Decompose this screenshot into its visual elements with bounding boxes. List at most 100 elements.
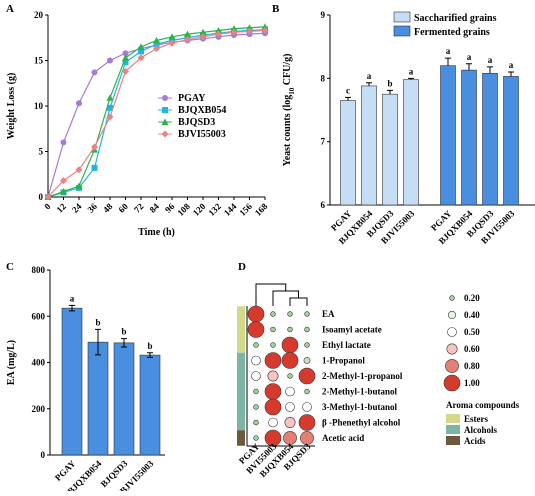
row-label: β -Phenethyl alcohol: [322, 418, 401, 428]
row-label: 2-Methyl-1-butanol: [322, 387, 397, 397]
bubble: [267, 370, 279, 382]
bar: [503, 76, 519, 206]
x-tick-label: 48: [101, 201, 115, 215]
panel-label: A: [6, 3, 14, 15]
group-legend-swatch: [446, 414, 460, 423]
row-label: Isoamyl acetate: [322, 325, 382, 335]
bubble: [285, 386, 295, 397]
x-tick-label: 72: [132, 201, 146, 215]
size-legend-label: 0.50: [464, 327, 480, 337]
marker: [76, 100, 82, 107]
bar: [482, 72, 498, 206]
marker: [138, 48, 144, 55]
marker: [215, 26, 222, 34]
row-label: 2-Methyl-1-propanol: [322, 371, 403, 381]
x-tick-label: 60: [116, 201, 130, 215]
legend-label: BJQXB054: [178, 105, 226, 116]
group-bar: [237, 352, 245, 431]
bubble: [253, 435, 259, 441]
y-tick-label: 0: [41, 450, 46, 460]
bar: [361, 85, 377, 206]
size-legend-label: 0.60: [464, 344, 480, 354]
significance-letter: a: [467, 52, 472, 62]
error-bar: [387, 89, 393, 95]
marker: [184, 30, 191, 38]
bubble: [251, 355, 261, 366]
marker: [107, 104, 113, 111]
marker: [75, 166, 83, 174]
error-bar: [508, 71, 514, 77]
error-bar: [95, 328, 101, 356]
marker: [168, 33, 176, 40]
marker: [199, 28, 207, 36]
marker: [230, 28, 238, 36]
error-bar: [408, 77, 414, 80]
marker: [106, 113, 114, 121]
legend-label: PGAY: [178, 93, 206, 104]
marker: [91, 164, 98, 171]
bubble: [264, 383, 282, 400]
dendrogram: [255, 283, 308, 306]
legend-label: Saccharified grains: [414, 13, 497, 24]
marker: [122, 59, 129, 66]
bar: [87, 341, 109, 456]
size-legend-bubble: [447, 327, 457, 337]
panel-label: B: [272, 3, 280, 15]
y-axis-label-part: 10: [288, 87, 296, 95]
x-tick-label: 24: [70, 201, 84, 215]
y-axis-label-part: CFU/g): [282, 54, 293, 88]
marker: [60, 177, 67, 185]
group-bar: [237, 430, 245, 446]
marker: [261, 23, 269, 30]
significance-letter: a: [488, 55, 493, 65]
marker: [230, 25, 238, 32]
bar: [461, 69, 477, 206]
bubble: [270, 311, 276, 317]
bubble: [303, 357, 311, 364]
bubble: [251, 371, 261, 381]
marker: [153, 45, 160, 53]
x-tick-label: 132: [206, 201, 223, 218]
row-label: EA: [322, 309, 335, 319]
series-line: [47, 28, 266, 198]
group-legend-swatch: [446, 436, 460, 445]
bubble: [270, 342, 276, 348]
group-legend-title: Aroma compounds: [446, 400, 520, 410]
error-bar: [69, 304, 75, 312]
series-line: [47, 32, 266, 198]
y-tick-label: 15: [34, 56, 44, 66]
y-axis-label: Weight Loss (g): [6, 73, 17, 140]
x-tick-label: 120: [191, 201, 208, 218]
error-bar: [487, 66, 493, 74]
bubble: [281, 336, 299, 354]
size-legend-label: 0.40: [464, 310, 480, 320]
bubble: [302, 402, 312, 412]
x-tick-label: 168: [253, 201, 270, 218]
significance-letter: b: [387, 78, 392, 88]
marker: [199, 33, 207, 41]
marker: [246, 27, 253, 35]
y-tick-label: 10: [34, 101, 44, 111]
significance-letter: b: [121, 327, 126, 337]
x-tick-label: 156: [237, 201, 254, 218]
legend-label: BJVI55003: [178, 129, 226, 140]
size-legend-label: 0.80: [464, 361, 480, 371]
error-bar: [121, 338, 127, 348]
bubble: [284, 416, 296, 428]
marker: [246, 24, 253, 31]
y-tick-label: 8: [321, 73, 326, 83]
error-bar: [147, 352, 153, 358]
marker: [122, 67, 129, 75]
bubble: [247, 305, 265, 323]
legend-label: Fermented grains: [414, 27, 490, 38]
size-legend-bubble: [446, 343, 458, 355]
group-legend-label: Alcohols: [464, 425, 498, 435]
x-tick-label: 144: [222, 201, 239, 218]
bubble: [298, 367, 316, 385]
size-legend-bubble: [447, 310, 457, 320]
bubble: [268, 417, 278, 428]
bubble: [304, 326, 310, 333]
row-label: Ethyl lactate: [322, 340, 371, 350]
marker: [44, 193, 52, 201]
y-tick-label: 9: [321, 10, 326, 20]
